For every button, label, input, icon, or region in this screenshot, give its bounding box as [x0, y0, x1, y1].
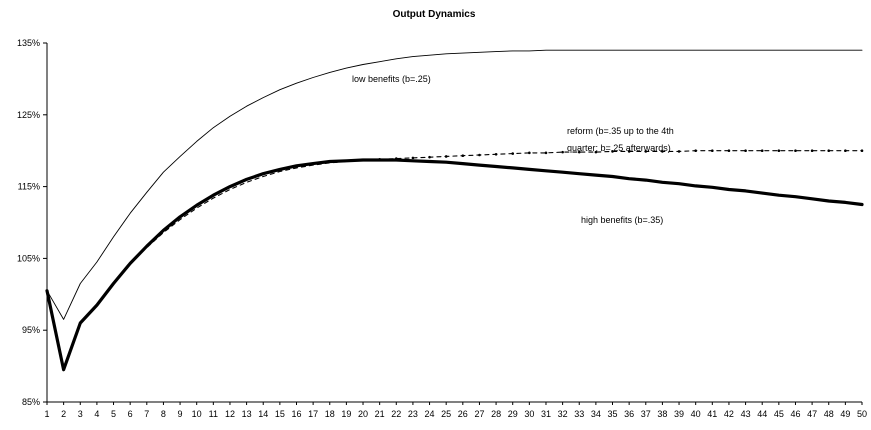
x-tick-label: 29 — [508, 409, 518, 419]
x-tick-label: 22 — [391, 409, 401, 419]
reform-point — [444, 155, 448, 158]
x-tick-label: 50 — [857, 409, 867, 419]
series-line-low-benefits — [46, 49, 863, 320]
reform-point — [661, 150, 664, 153]
x-tick-label: 18 — [325, 409, 335, 419]
reform-point — [478, 153, 481, 157]
y-tick-label: 135% — [17, 38, 40, 48]
x-tick-label: 31 — [541, 409, 551, 419]
reform-point — [594, 150, 598, 154]
x-tick-label: 24 — [425, 409, 435, 419]
reform-point — [528, 151, 531, 155]
y-tick-label: 105% — [17, 253, 40, 263]
x-tick-label: 41 — [707, 409, 717, 419]
x-tick-label: 25 — [441, 409, 451, 419]
x-tick-label: 4 — [94, 409, 99, 419]
x-tick-label: 39 — [674, 409, 684, 419]
reform-point — [544, 151, 548, 155]
reform-point — [844, 149, 847, 152]
x-tick-label: 48 — [824, 409, 834, 419]
reform-point — [461, 154, 465, 158]
reform-point — [810, 149, 814, 152]
x-tick-label: 36 — [624, 409, 634, 419]
annotation-low-benefits: low benefits (b=.25) — [352, 74, 431, 84]
reform-point — [711, 149, 714, 152]
x-tick-label: 1 — [44, 409, 49, 419]
x-tick-label: 5 — [111, 409, 116, 419]
annotation-high-benefits: high benefits (b=.35) — [581, 215, 663, 225]
x-tick-label: 8 — [161, 409, 166, 419]
y-axis: 85% 95% 105% 115% 125% 135% — [17, 38, 48, 407]
reform-point — [577, 150, 581, 154]
reform-point — [860, 149, 864, 152]
x-tick-label: 12 — [225, 409, 235, 419]
x-tick-label: 40 — [691, 409, 701, 419]
reform-point — [561, 150, 564, 154]
x-tick-label: 2 — [61, 409, 66, 419]
x-tick-label: 42 — [724, 409, 734, 419]
x-tick-label: 6 — [128, 409, 133, 419]
x-tick-label: 20 — [358, 409, 368, 419]
y-tick-label: 95% — [22, 325, 40, 335]
x-tick-label: 30 — [524, 409, 534, 419]
x-tick-label: 43 — [741, 409, 751, 419]
x-tick-label: 38 — [657, 409, 667, 419]
reform-point — [411, 156, 415, 160]
x-tick-label: 16 — [291, 409, 301, 419]
x-tick-label: 45 — [774, 409, 784, 419]
x-tick-label: 15 — [275, 409, 285, 419]
x-tick-label: 7 — [144, 409, 149, 419]
x-tick-label: 26 — [458, 409, 468, 419]
x-tick-label: 19 — [341, 409, 351, 419]
reform-point — [627, 150, 631, 153]
reform-point — [511, 152, 515, 155]
series-layer — [45, 49, 864, 372]
x-tick-label: 33 — [574, 409, 584, 419]
reform-point — [760, 149, 764, 152]
x-tick-label: 44 — [757, 409, 767, 419]
reform-point — [428, 155, 431, 159]
x-tick-label: 46 — [790, 409, 800, 419]
reform-point — [827, 149, 831, 152]
reform-point — [694, 149, 697, 152]
x-tick-label: 11 — [209, 409, 218, 419]
reform-point — [744, 149, 747, 152]
reform-point — [727, 149, 731, 152]
reform-point — [611, 150, 614, 153]
y-tick-label: 115% — [18, 182, 40, 192]
reform-point — [794, 149, 797, 152]
x-tick-label: 23 — [408, 409, 418, 419]
x-tick-label: 14 — [258, 409, 268, 419]
x-tick-label: 47 — [807, 409, 817, 419]
x-tick-label: 17 — [308, 409, 318, 419]
x-tick-label: 28 — [491, 409, 501, 419]
y-tick-label: 125% — [17, 110, 40, 120]
x-tick-label: 13 — [242, 409, 252, 419]
x-tick-label: 32 — [558, 409, 568, 419]
x-tick-label: 9 — [178, 409, 183, 419]
x-tick-label: 21 — [375, 409, 385, 419]
reform-point — [777, 149, 781, 152]
series-line-high-benefits — [45, 158, 864, 372]
chart-title: Output Dynamics — [393, 9, 476, 20]
x-tick-label: 34 — [591, 409, 601, 419]
x-tick-label: 27 — [474, 409, 484, 419]
x-tick-label: 37 — [641, 409, 651, 419]
series-line-reform — [46, 150, 863, 371]
x-tick-label: 10 — [192, 409, 202, 419]
x-tick-label: 3 — [78, 409, 83, 419]
x-tick-label: 49 — [840, 409, 850, 419]
reform-point — [677, 150, 681, 153]
annotation-reform: reform (b=.35 up to the 4th quarter; b=.… — [567, 126, 676, 153]
reform-point — [494, 152, 498, 156]
x-tick-label: 35 — [608, 409, 618, 419]
y-tick-label: 85% — [22, 397, 40, 407]
annotation-layer: low benefits (b=.25) reform (b=.35 up to… — [352, 74, 676, 225]
reform-point — [644, 150, 648, 153]
x-axis: 1 2 3 4 5 6 7 8 9 10 11 12 13 14 15 16 17 18 19 20 21 22 23 24 2… — [44, 401, 867, 419]
